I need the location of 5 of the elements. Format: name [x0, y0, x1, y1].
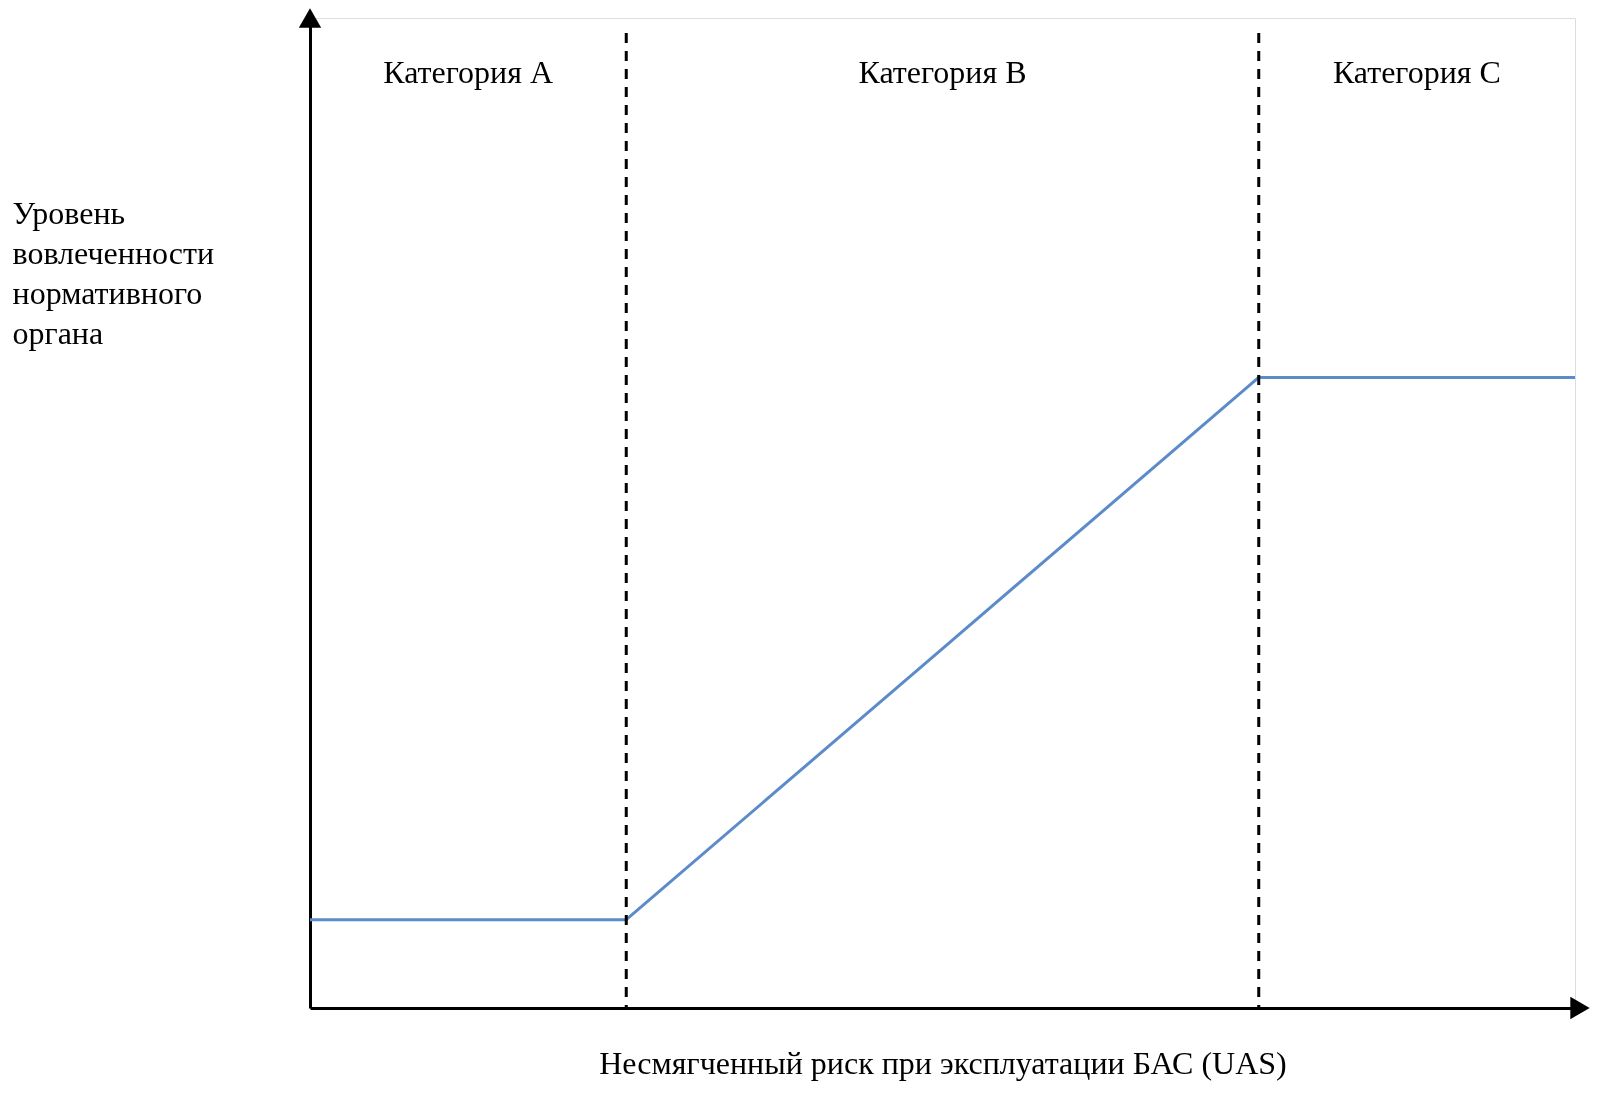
text: Категория A [383, 54, 554, 90]
text: Категория B [858, 54, 1027, 90]
text: Категория C [1332, 54, 1501, 90]
x-axis-title: Несмягченный риск при эксплуатации БАС (UAS) [599, 1044, 1287, 1081]
y-axis-title: Уровень вовлеченности нормативного органа [12, 194, 215, 351]
